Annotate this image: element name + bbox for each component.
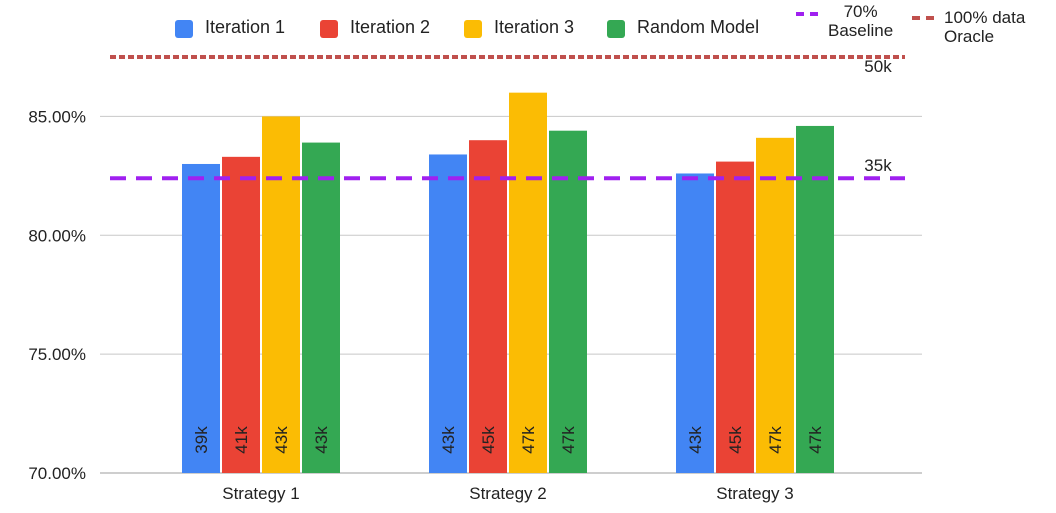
legend-label-line2: Oracle bbox=[944, 27, 995, 46]
legend-item-random-model: Random Model bbox=[607, 18, 759, 38]
bar-data-label: 43k bbox=[439, 426, 458, 454]
bar-iteration-1 bbox=[676, 173, 714, 474]
bar-data-label: 43k bbox=[272, 426, 291, 454]
x-tick-label: Strategy 3 bbox=[716, 484, 794, 503]
bar-data-label: 47k bbox=[806, 426, 825, 454]
legend-label: Iteration 3 bbox=[494, 17, 575, 37]
bar-iteration-2 bbox=[716, 161, 754, 473]
bar-data-label: 43k bbox=[312, 426, 331, 454]
bar-iteration-3 bbox=[509, 92, 547, 474]
legend-label: Iteration 2 bbox=[350, 17, 431, 37]
reference-line-label: 50k bbox=[864, 57, 892, 76]
legend-label-line1: 100% data bbox=[944, 8, 1026, 27]
bar-iteration-3 bbox=[756, 137, 794, 473]
chart-legend: Iteration 1 Iteration 2 Iteration 3 Rand… bbox=[0, 0, 1056, 60]
y-tick-label: 70.00% bbox=[28, 464, 86, 483]
legend-item-iteration-1: Iteration 1 bbox=[175, 18, 285, 38]
legend-label: Random Model bbox=[637, 17, 760, 37]
legend-item-iteration-2: Iteration 2 bbox=[320, 18, 430, 38]
bar-data-label: 47k bbox=[519, 426, 538, 454]
bar-iteration-1 bbox=[429, 154, 467, 473]
y-tick-label: 80.00% bbox=[28, 226, 86, 245]
bar-iteration-1 bbox=[182, 163, 220, 473]
legend-item-iteration-3: Iteration 3 bbox=[464, 18, 574, 38]
legend-label: 70% Baseline bbox=[828, 2, 893, 40]
bar-data-label: 45k bbox=[479, 426, 498, 454]
legend-label: Iteration 1 bbox=[205, 17, 286, 37]
bar-iteration-3 bbox=[262, 116, 300, 473]
x-tick-label: Strategy 2 bbox=[469, 484, 547, 503]
legend-label-line2: Baseline bbox=[828, 21, 894, 40]
bar-iteration-2 bbox=[222, 156, 260, 473]
y-tick-label: 75.00% bbox=[28, 345, 86, 364]
legend-item-oracle: 100% data Oracle bbox=[912, 8, 1025, 46]
legend-swatch-oracle bbox=[912, 16, 934, 20]
bar-data-label: 39k bbox=[192, 426, 211, 454]
legend-swatch-iteration-1 bbox=[175, 20, 193, 38]
legend-swatch-iteration-2 bbox=[320, 20, 338, 38]
bar-random-model bbox=[796, 125, 834, 474]
y-tick-label: 85.00% bbox=[28, 107, 86, 126]
legend-swatch-random-model bbox=[607, 20, 625, 38]
legend-item-baseline: 70% Baseline bbox=[796, 2, 893, 40]
legend-swatch-baseline bbox=[796, 12, 818, 16]
reference-line-label: 35k bbox=[864, 156, 892, 175]
legend-label: 100% data Oracle bbox=[944, 8, 1025, 46]
legend-swatch-iteration-3 bbox=[464, 20, 482, 38]
bar-data-label: 41k bbox=[232, 426, 251, 454]
bar-data-label: 47k bbox=[559, 426, 578, 454]
bar-data-label: 47k bbox=[766, 426, 785, 454]
legend-label-line1: 70% bbox=[843, 2, 878, 21]
bar-iteration-2 bbox=[469, 140, 507, 473]
bar-random-model bbox=[549, 130, 587, 474]
x-tick-label: Strategy 1 bbox=[222, 484, 300, 503]
bar-data-label: 45k bbox=[726, 426, 745, 454]
bar-data-label: 43k bbox=[686, 426, 705, 454]
bar-random-model bbox=[302, 142, 340, 473]
